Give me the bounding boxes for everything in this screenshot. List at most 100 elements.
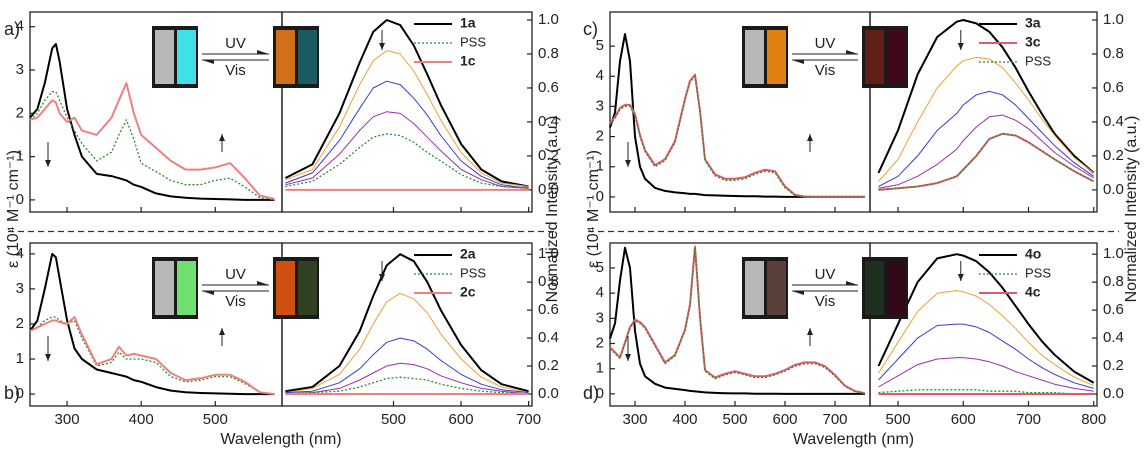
- legend-label: PSS: [1025, 265, 1051, 280]
- emission-line: [877, 253, 1095, 384]
- y2-tick-label: 0.8: [538, 273, 559, 290]
- x-tick-label: 700: [1016, 411, 1041, 428]
- x-tick-label: 700: [822, 411, 847, 428]
- vis-label: Vis: [815, 62, 836, 79]
- emission-frame: [869, 242, 1098, 407]
- cuvette: [745, 261, 764, 315]
- emission-line: [284, 19, 529, 188]
- y2-tick-label: 1.0: [538, 11, 559, 28]
- cuvette: [887, 261, 906, 315]
- x-tick-label: 500: [722, 411, 747, 428]
- y-tick-label: 3: [596, 97, 604, 114]
- y2-tick-label: 0.0: [1103, 385, 1124, 402]
- legend-label: 1c: [460, 53, 476, 69]
- cuvette: [276, 30, 295, 84]
- y-tick-label: 2: [16, 315, 24, 332]
- trend-arrow-head: [379, 274, 385, 281]
- y2-tick-label: 0.6: [1103, 301, 1124, 318]
- absorption-line: [29, 82, 275, 200]
- trend-arrow-head: [807, 134, 813, 141]
- trend-arrow-head: [45, 354, 51, 361]
- y2-tick-label: 0.4: [1103, 113, 1124, 130]
- uv-label: UV: [225, 35, 246, 52]
- cuvette: [177, 30, 196, 84]
- emission-line: [285, 111, 529, 189]
- y-tick-label: 0: [596, 385, 604, 402]
- x-tick-label: 600: [951, 411, 976, 428]
- y2-tick-label: 0.6: [1103, 79, 1124, 96]
- cuvette: [155, 30, 174, 84]
- legend-label: PSS: [460, 265, 486, 280]
- x-tick-label: 800: [1081, 411, 1106, 428]
- switch-arrow-head: [846, 281, 858, 285]
- panel-label: d): [583, 383, 599, 403]
- absorption-line: [29, 316, 275, 395]
- panel-label: b): [4, 383, 20, 403]
- y-tick-label: 2: [16, 104, 24, 121]
- y-tick-label: 0: [16, 191, 24, 208]
- emission-line: [285, 133, 529, 189]
- legend-label: 2a: [460, 246, 476, 262]
- emission-line: [878, 133, 1095, 191]
- legend-label: 3c: [1025, 34, 1041, 50]
- switch-arrow-head: [202, 291, 214, 295]
- y-tick-label: 1: [596, 360, 604, 377]
- y2-tick-label: 0.0: [538, 385, 559, 402]
- emission-frame: [281, 242, 533, 407]
- y2-tick-label: 0.4: [538, 113, 559, 130]
- x-tick-label: 400: [672, 411, 697, 428]
- switch-arrow-head: [257, 281, 269, 285]
- absorption-line: [609, 33, 865, 198]
- emission-line: [878, 389, 1094, 395]
- cuvette: [767, 261, 786, 315]
- switch-arrow-head: [792, 60, 804, 64]
- absorption-line: [609, 75, 865, 198]
- switch-arrow-head: [202, 60, 214, 64]
- absorption-line: [609, 247, 866, 394]
- emission-frame: [281, 11, 533, 213]
- y-tick-label: 5: [596, 37, 604, 54]
- emission-line: [878, 90, 1094, 187]
- x-tick-label: 700: [516, 411, 541, 428]
- y-tick-label: 3: [16, 61, 24, 78]
- uv-label: UV: [225, 266, 246, 283]
- switch-arrow-head: [846, 50, 858, 54]
- legend-label: 2c: [460, 284, 476, 300]
- vis-label: Vis: [225, 62, 246, 79]
- absorption-line: [29, 316, 275, 396]
- uv-label: UV: [815, 266, 836, 283]
- trend-arrow-head: [957, 274, 964, 281]
- emission-frame: [869, 11, 1098, 213]
- x-tick-label: 500: [381, 411, 406, 428]
- y2-tick-label: 0.8: [538, 45, 559, 62]
- y2-tick-label: 0.4: [538, 329, 559, 346]
- cuvette: [298, 261, 317, 315]
- legend-label: 1a: [460, 15, 476, 31]
- trend-arrow-head: [219, 328, 225, 335]
- emission-line: [285, 80, 529, 189]
- x-tick-label: 300: [622, 411, 647, 428]
- emission-line: [878, 290, 1094, 387]
- trend-arrow-head: [807, 328, 813, 335]
- cuvette: [177, 261, 196, 315]
- y-axis-label: ε (10⁴ M⁻¹ cm⁻¹): [585, 150, 602, 268]
- x-tick-label: 400: [129, 411, 154, 428]
- trend-arrow-head: [625, 354, 631, 361]
- y-tick-label: 2: [596, 128, 604, 145]
- switch-arrow-head: [257, 50, 269, 54]
- emission-line: [285, 253, 529, 393]
- y2-tick-label: 0.0: [1103, 181, 1124, 198]
- y2-tick-label: 0.2: [1103, 147, 1124, 164]
- cuvette: [745, 30, 764, 84]
- panel-label: c): [583, 19, 598, 39]
- y2-tick-label: 0.2: [538, 357, 559, 374]
- cuvette: [865, 30, 884, 84]
- emission-line: [878, 323, 1094, 389]
- emission-line: [878, 114, 1094, 189]
- absorption-line: [609, 246, 865, 395]
- y2-tick-label: 0.8: [1103, 273, 1124, 290]
- trend-arrow-head: [45, 160, 51, 167]
- trend-arrow-head: [379, 43, 385, 50]
- switch-arrow-head: [792, 291, 804, 295]
